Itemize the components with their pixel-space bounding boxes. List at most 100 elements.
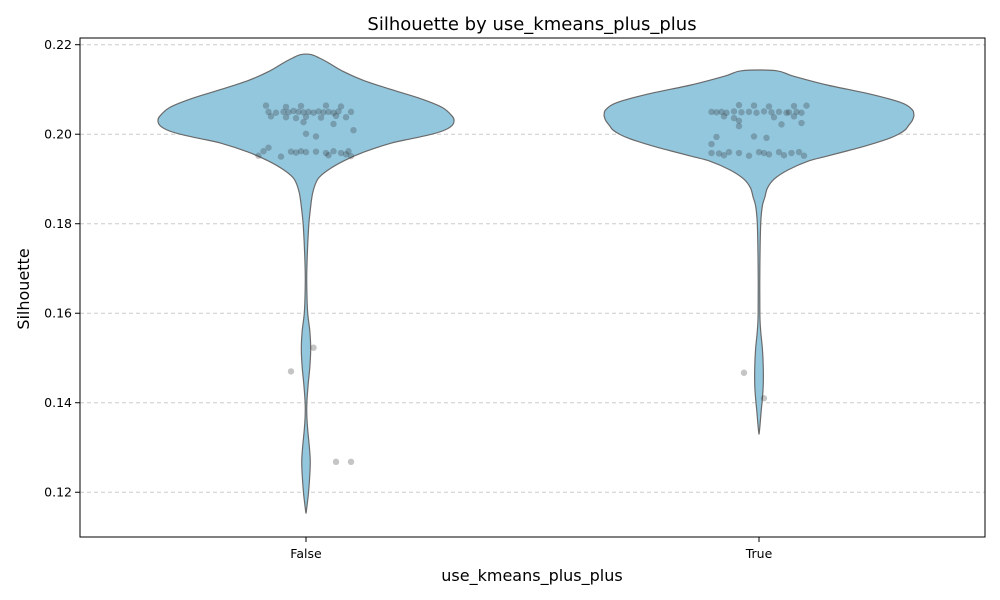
data-point bbox=[750, 102, 758, 109]
data-point bbox=[282, 114, 290, 121]
data-point bbox=[735, 117, 743, 124]
data-point bbox=[760, 149, 768, 157]
x-tick-label: True bbox=[745, 546, 773, 561]
data-point bbox=[310, 344, 317, 351]
data-point bbox=[790, 113, 798, 120]
data-point bbox=[337, 149, 345, 157]
data-point bbox=[332, 458, 340, 466]
data-point bbox=[800, 152, 808, 159]
data-point bbox=[330, 148, 337, 155]
data-point bbox=[738, 109, 745, 116]
plot-frame bbox=[79, 37, 986, 538]
y-tick-label: 0.14 bbox=[44, 395, 72, 410]
data-point bbox=[342, 151, 350, 158]
data-point bbox=[320, 109, 327, 116]
chart-title: Silhouette by use_kmeans_plus_plus bbox=[367, 14, 696, 35]
data-point bbox=[350, 126, 357, 134]
data-point bbox=[798, 109, 805, 116]
y-axis-label: Silhouette bbox=[14, 248, 33, 329]
data-point bbox=[798, 119, 805, 127]
data-point bbox=[347, 108, 355, 116]
data-point bbox=[265, 108, 272, 116]
data-point bbox=[290, 107, 297, 115]
data-point bbox=[332, 112, 340, 120]
data-point bbox=[713, 109, 720, 116]
data-point bbox=[785, 109, 793, 116]
data-point bbox=[780, 152, 788, 159]
data-point bbox=[795, 148, 803, 156]
data-point bbox=[300, 118, 307, 126]
data-point bbox=[260, 148, 267, 155]
data-point bbox=[322, 102, 330, 109]
violins bbox=[157, 53, 915, 514]
x-tick-label: False bbox=[290, 546, 322, 561]
data-point bbox=[783, 109, 790, 116]
data-point bbox=[760, 395, 768, 402]
x-axis-ticks: False True bbox=[290, 537, 773, 561]
data-point bbox=[330, 109, 337, 116]
data-point bbox=[725, 148, 733, 156]
data-point bbox=[735, 122, 743, 130]
data-point bbox=[790, 102, 798, 110]
data-point bbox=[292, 149, 300, 156]
data-point bbox=[302, 130, 310, 137]
data-point bbox=[803, 102, 810, 109]
data-point bbox=[267, 113, 275, 120]
data-point bbox=[718, 108, 725, 116]
data-point bbox=[282, 103, 290, 111]
data-point bbox=[775, 148, 783, 156]
y-axis-ticks: 0.12 0.14 0.16 0.18 0.20 0.22 bbox=[44, 37, 80, 500]
data-point bbox=[345, 148, 352, 155]
data-point bbox=[745, 152, 753, 159]
data-point bbox=[280, 108, 287, 116]
y-tick-label: 0.12 bbox=[44, 485, 72, 500]
data-point bbox=[347, 458, 355, 466]
data-point bbox=[770, 114, 778, 121]
data-point bbox=[295, 108, 302, 116]
data-point bbox=[730, 108, 738, 115]
data-point bbox=[760, 108, 768, 115]
data-point bbox=[285, 109, 292, 116]
data-point bbox=[708, 149, 715, 157]
data-point bbox=[277, 153, 285, 160]
data-point bbox=[302, 148, 310, 156]
data-point bbox=[755, 148, 763, 156]
data-point bbox=[297, 102, 305, 110]
violin-true bbox=[603, 69, 915, 435]
data-point bbox=[740, 369, 748, 376]
data-point bbox=[312, 133, 320, 140]
data-point bbox=[287, 148, 295, 155]
data-point bbox=[745, 108, 753, 116]
y-tick-label: 0.18 bbox=[44, 216, 72, 231]
x-axis-label: use_kmeans_plus_plus bbox=[441, 566, 622, 586]
y-tick-label: 0.16 bbox=[44, 306, 72, 321]
data-point bbox=[262, 102, 270, 109]
y-tick-label: 0.22 bbox=[44, 37, 72, 52]
data-point bbox=[735, 101, 743, 109]
data-point bbox=[793, 108, 800, 116]
data-point bbox=[708, 140, 715, 148]
data-point bbox=[735, 149, 743, 157]
data-point bbox=[315, 108, 322, 115]
y-tick-label: 0.20 bbox=[44, 127, 72, 142]
data-point bbox=[325, 108, 332, 116]
strip-points bbox=[255, 101, 810, 466]
data-point bbox=[255, 152, 262, 159]
data-point bbox=[763, 134, 770, 141]
data-point bbox=[765, 103, 773, 110]
data-point bbox=[287, 368, 295, 375]
data-point bbox=[292, 114, 300, 122]
data-point bbox=[778, 121, 785, 128]
data-point bbox=[302, 113, 310, 120]
data-point bbox=[297, 148, 305, 155]
data-point bbox=[322, 149, 330, 157]
data-point bbox=[310, 109, 317, 116]
data-point bbox=[330, 120, 337, 128]
data-point bbox=[325, 152, 332, 159]
violin-false bbox=[157, 53, 455, 514]
data-point bbox=[765, 151, 773, 158]
data-point bbox=[723, 109, 730, 116]
data-point bbox=[312, 148, 320, 155]
data-point bbox=[265, 144, 272, 151]
